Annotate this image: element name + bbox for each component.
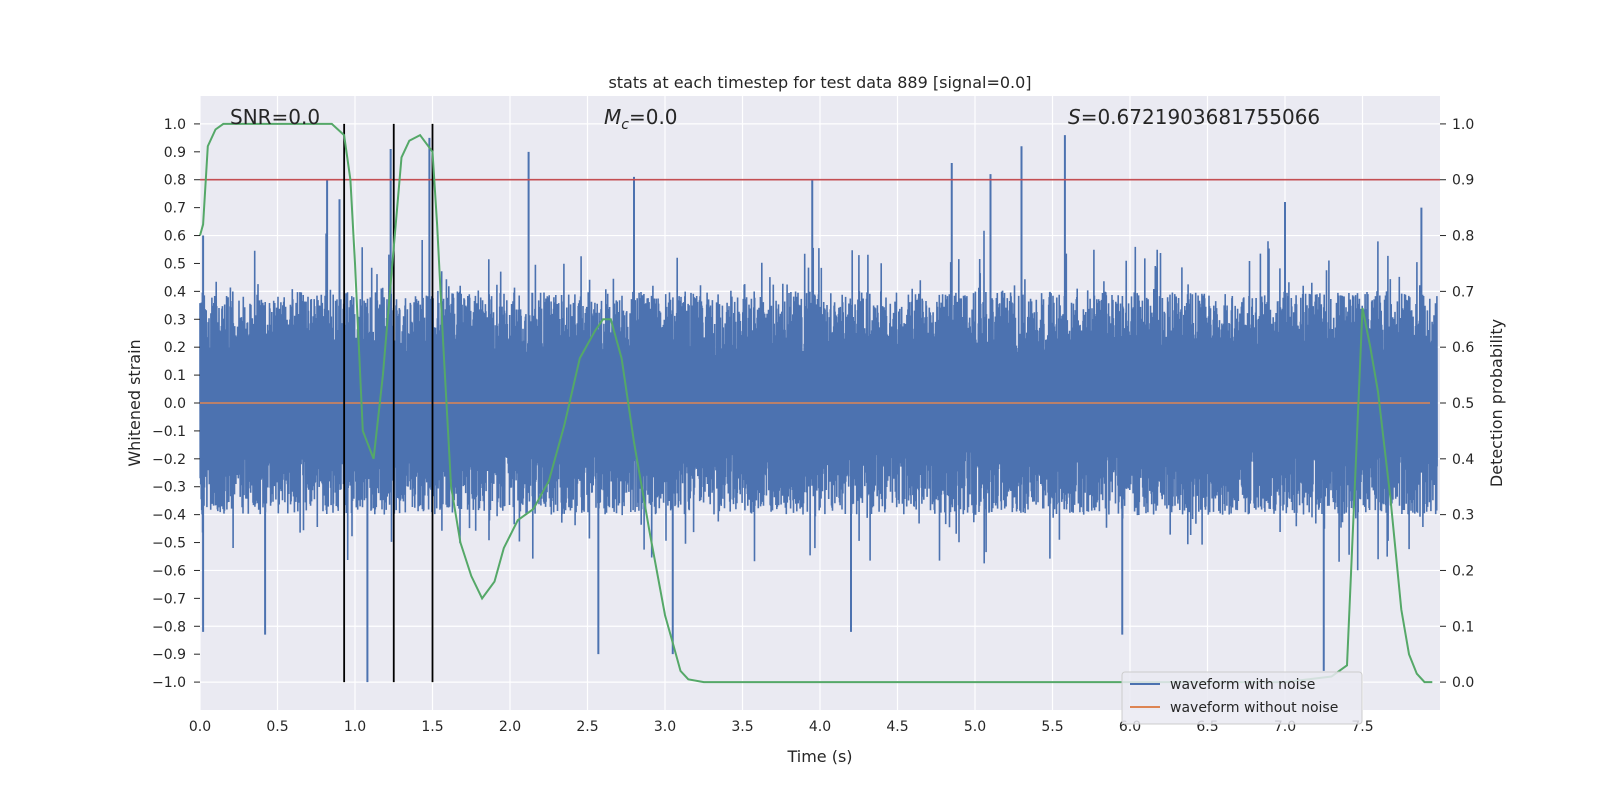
y-right-tick-label: 0.1 [1452,619,1474,635]
x-tick-label: 4.0 [809,719,831,735]
x-tick-label: 0.0 [189,719,211,735]
y-left-tick-label: 0.4 [164,284,186,300]
x-tick-label: 5.0 [964,719,986,735]
y-right-tick-label: 0.4 [1452,452,1474,468]
score-annotation: S=0.6721903681755066 [1068,105,1320,129]
y-left-tick-label: −1.0 [152,675,186,691]
x-tick-label: 0.5 [266,719,288,735]
x-axis-ticks: 0.0 0.5 1.0 1.5 2.0 2.5 3.0 3.5 4.0 4.5 5.0 5.5 6.0 6… [189,719,1374,735]
x-tick-label: 2.0 [499,719,521,735]
y-left-tick-label: −0.5 [152,536,186,552]
series-line-detection-probability [199,122,1433,684]
y-right-tick-label: 1.0 [1452,117,1474,133]
x-tick-label: 1.0 [344,719,366,735]
snr-annotation: SNR=0.0 [230,105,320,129]
legend-label-clean: waveform without noise [1170,700,1338,716]
vertical-markers-layer [343,123,434,683]
x-tick-label: 1.5 [421,719,443,735]
y-left-tick-label: 0.7 [164,201,186,217]
y-left-tick-label: −0.1 [152,424,186,440]
chart-title: stats at each timestep for test data 889… [608,73,1031,92]
y-left-tick-label: 0.5 [164,256,186,272]
legend: waveform with noise waveform without noi… [1121,671,1363,725]
y-left-tick-label: −0.9 [152,647,186,663]
chirp-mass-symbol: M [604,105,621,129]
chirp-mass-subscript: c [621,117,629,133]
y-right-tick-label: 0.7 [1452,284,1474,300]
y-left-tick-label: 0.2 [164,340,186,356]
y-left-tick-label: 0.3 [164,312,186,328]
y-left-tick-label: 0.1 [164,368,186,384]
y-axis-left-label: Whitened strain [125,339,144,466]
y-left-tick-label: 0.0 [164,396,186,412]
x-tick-label: 4.5 [886,719,908,735]
score-symbol: S [1068,105,1081,129]
x-tick-label: 5.5 [1041,719,1063,735]
y-left-tick-label: −0.3 [152,480,186,496]
y-axis-left-ticks: −1.0 −0.9 −0.8 −0.7 −0.6 −0.5 −0.4 −0.3 −0.2 −0.1… [152,117,200,691]
y-right-tick-label: 0.8 [1452,229,1474,245]
y-right-tick-label: 0.3 [1452,508,1474,524]
y-axis-right-ticks: 0.0 0.1 0.2 0.3 0.4 0.5 0.6 0.7 0.8 0.9 1.0 [1440,117,1474,691]
legend-box [1121,671,1363,725]
detection-probability-layer [199,122,1433,684]
x-tick-label: 3.5 [731,719,753,735]
x-tick-label: 3.0 [654,719,676,735]
legend-label-noise: waveform with noise [1170,677,1315,693]
x-tick-label: 2.5 [576,719,598,735]
y-left-tick-label: −0.8 [152,619,186,635]
series-line-waveform-with-noise [199,230,1438,571]
waveform-with-noise-layer [199,135,1438,683]
y-left-tick-label: 0.6 [164,229,186,245]
y-left-tick-label: −0.6 [152,563,186,579]
y-right-tick-label: 0.6 [1452,340,1474,356]
y-axis-right-label: Detection probability [1487,319,1506,487]
chirp-mass-annotation: Mc=0.0 [604,105,678,133]
y-right-tick-label: 0.5 [1452,396,1474,412]
chirp-mass-value: =0.0 [629,105,678,129]
score-value: =0.6721903681755066 [1081,105,1320,129]
y-right-tick-label: 0.0 [1452,675,1474,691]
y-right-tick-label: 0.9 [1452,173,1474,189]
y-left-tick-label: 0.9 [164,145,186,161]
y-left-tick-label: 1.0 [164,117,186,133]
x-axis-label: Time (s) [786,747,852,766]
y-right-tick-label: 0.2 [1452,563,1474,579]
y-left-tick-label: −0.4 [152,508,186,524]
y-left-tick-label: −0.2 [152,452,186,468]
y-left-tick-label: −0.7 [152,591,186,607]
y-left-tick-label: 0.8 [164,173,186,189]
